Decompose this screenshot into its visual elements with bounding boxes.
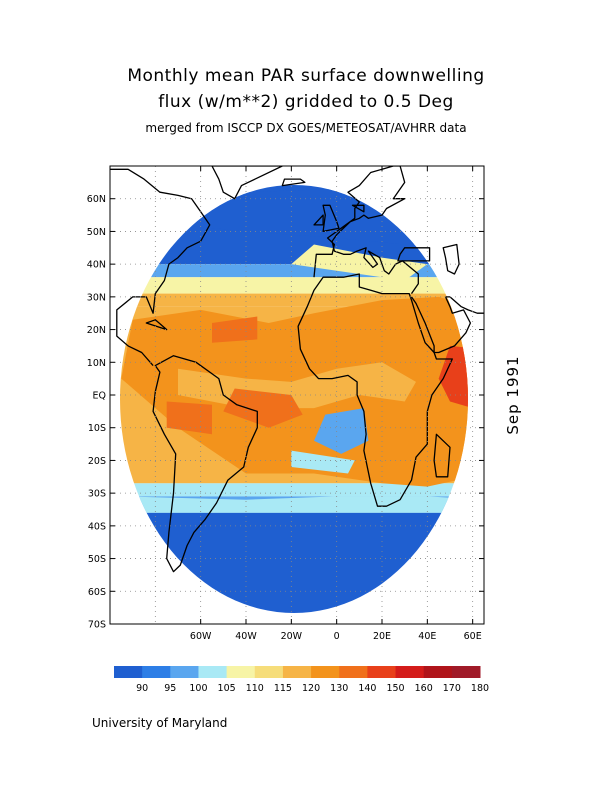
credit-text: University of Maryland	[92, 716, 228, 730]
legend-swatch	[282, 666, 312, 678]
legend-swatch	[339, 666, 368, 678]
field-cloud-angola	[314, 408, 369, 454]
lat-tick-label: 60N	[87, 194, 106, 205]
coastlines	[110, 166, 484, 573]
lon-tick-label: 20E	[373, 631, 391, 642]
legend-swatch	[170, 666, 199, 678]
coast-madagascar	[433, 433, 451, 478]
lon-tick-label: 0	[334, 631, 340, 642]
coast-greenland	[211, 166, 283, 200]
lon-tick-label: 60W	[190, 631, 212, 642]
legend-label: 105	[218, 683, 236, 694]
legend-swatch	[451, 666, 481, 678]
legend-label: 100	[189, 683, 207, 694]
coast-south-america	[152, 355, 258, 573]
lon-tick-label: 40W	[235, 631, 257, 642]
coast-europe	[313, 166, 419, 294]
lat-tick-label: 40S	[88, 521, 106, 532]
legend-swatch	[142, 666, 171, 678]
legend-label: 140	[358, 683, 376, 694]
lat-tick-label: 60S	[88, 587, 106, 598]
field-south-front	[121, 496, 468, 513]
coast-britain	[322, 204, 340, 233]
field-cloud-southatl	[291, 450, 355, 474]
title-line-2: flux (w/m**2) gridded to 0.5 Deg	[158, 92, 454, 112]
field-med	[291, 244, 428, 281]
date-label-wrap: Sep 1991	[500, 330, 526, 460]
legend-label: 120	[302, 683, 320, 694]
field-disk	[120, 185, 468, 613]
lat-tick-label: 50S	[88, 554, 106, 565]
legend-label: 110	[246, 683, 264, 694]
lat-tick-label: 30S	[88, 489, 106, 500]
legend-swatch	[311, 666, 340, 678]
legend-label: 90	[136, 683, 148, 694]
coast-africa	[297, 273, 453, 507]
legend-swatch	[367, 666, 397, 678]
legend-swatch	[114, 666, 143, 678]
coast-north-america	[110, 168, 211, 367]
lat-tick-label: 50N	[87, 227, 106, 238]
coast-cuba	[145, 319, 168, 331]
legend-label: 160	[415, 683, 433, 694]
coast-skagerrak	[351, 204, 365, 213]
lat-tick-label: 40N	[87, 260, 106, 271]
par-field	[120, 185, 468, 613]
field-hotspot-atlantic	[223, 388, 303, 428]
legend-swatch	[395, 666, 425, 678]
legend-label: 115	[274, 683, 292, 694]
lat-tick-label: 20S	[88, 456, 106, 467]
subtitle: merged from ISCCP DX GOES/METEOSAT/AVHRR…	[145, 121, 467, 135]
legend-label: 170	[443, 683, 461, 694]
coast-arabia	[410, 296, 484, 354]
lat-tick-label: 10S	[88, 423, 106, 434]
lat-tick-label: 30N	[87, 292, 106, 303]
lat-tick-label: 70S	[88, 620, 106, 631]
legend-label: 180	[471, 683, 489, 694]
coast-ireland	[313, 214, 324, 226]
legend-label: 150	[386, 683, 404, 694]
title-line-1: Monthly mean PAR surface downwelling	[127, 66, 485, 86]
date-label: Sep 1991	[504, 355, 522, 435]
legend-swatch	[423, 666, 453, 678]
lat-tick-label: 10N	[87, 358, 106, 369]
legend-label: 95	[164, 683, 176, 694]
lon-tick-label: 60E	[464, 631, 482, 642]
legend-label: 130	[330, 683, 348, 694]
legend-swatch	[226, 666, 256, 678]
lon-tick-label: 20W	[281, 631, 303, 642]
axis-ticks: 60N 50N 40N 30N 20N 10N EQ 10S 20S 30S 40S 50S 60S 70…	[87, 166, 484, 642]
field-band	[120, 277, 468, 294]
field-band	[120, 512, 468, 613]
legend-swatch	[254, 666, 284, 678]
coast-black-sea	[397, 247, 431, 262]
lon-tick-label: 40E	[418, 631, 436, 642]
coast-caspian	[442, 243, 460, 275]
coast-iceland	[281, 178, 306, 187]
legend-swatch	[198, 666, 228, 678]
lat-tick-label: EQ	[93, 391, 106, 402]
color-legend: 90 95 100 105 110 115 120 130 140 150 160 170 180	[114, 666, 489, 694]
lat-tick-label: 20N	[87, 325, 106, 336]
